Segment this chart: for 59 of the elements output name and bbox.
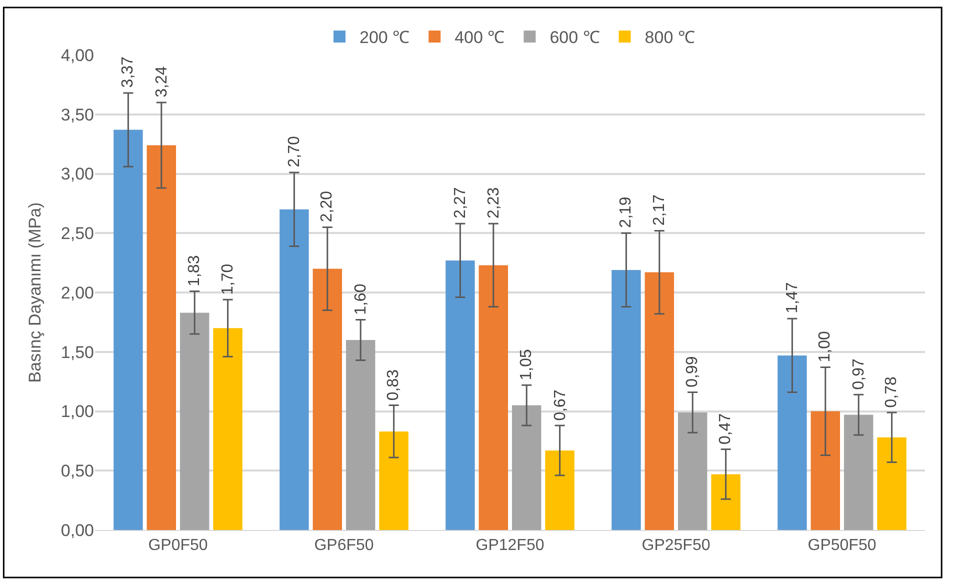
data-label: 0,99: [684, 356, 701, 388]
data-label: 3,24: [153, 66, 170, 98]
y-axis-title: Basınç Dayanımı (MPa): [25, 202, 44, 383]
bar: [877, 437, 906, 530]
bar: [678, 412, 708, 530]
bar: [346, 340, 376, 530]
y-tick-label: 1,00: [60, 402, 94, 422]
y-tick-label: 3,00: [60, 164, 94, 184]
data-label: 1,60: [352, 284, 370, 315]
bar: [612, 270, 641, 530]
bar: [711, 474, 740, 530]
bar: [810, 411, 840, 530]
y-tick-label: 2,50: [60, 224, 94, 244]
bar: [478, 265, 508, 530]
data-label: 1,47: [784, 282, 802, 314]
legend-label: 400 ℃: [454, 28, 505, 48]
x-tick-label: GP0F50: [148, 537, 208, 554]
bar: [312, 268, 342, 530]
bar: [379, 431, 408, 530]
data-label: 2,17: [651, 194, 668, 226]
y-tick-label: 0,50: [60, 462, 94, 481]
data-label: 1,83: [186, 255, 203, 286]
y-tick-label: 0,00: [60, 520, 94, 540]
bar: [280, 209, 309, 530]
x-tick-label: GP6F50: [314, 537, 374, 554]
bar: [114, 130, 143, 530]
data-label: 0,97: [850, 358, 868, 390]
data-label: 0,47: [717, 413, 734, 445]
data-label: 1,00: [816, 330, 834, 362]
x-tick-label: GP25F50: [642, 537, 710, 554]
bar: [778, 355, 807, 530]
y-tick-label: 2,00: [60, 283, 94, 302]
bar: [213, 328, 242, 530]
bar: [446, 260, 475, 530]
legend-label: 600 ℃: [550, 28, 600, 48]
bar: [545, 450, 574, 530]
data-label: 1,70: [220, 264, 237, 295]
y-tick-label: 3,50: [60, 105, 94, 124]
bar: [146, 145, 176, 530]
x-tick-label: GP12F50: [476, 537, 544, 554]
data-label: 3,37: [120, 56, 137, 88]
data-label: 2,23: [485, 187, 502, 219]
y-tick-label: 4,00: [60, 46, 94, 65]
data-label: 1,05: [518, 348, 535, 380]
data-label: 2,70: [286, 136, 304, 168]
data-label: 2,20: [318, 190, 336, 222]
data-label: 0,83: [384, 369, 402, 401]
data-label: 0,67: [552, 390, 569, 421]
data-label: 0,78: [882, 376, 900, 408]
x-tick-label: GP50F50: [808, 537, 876, 554]
y-tick-label: 1,50: [60, 342, 94, 362]
legend-label: 200 ℃: [360, 28, 410, 48]
data-label: 2,27: [452, 187, 470, 218]
bar: [180, 312, 210, 530]
bar: [512, 405, 542, 530]
data-label: 2,19: [618, 196, 635, 228]
legend-label: 800 ℃: [644, 28, 695, 48]
bar: [844, 414, 874, 530]
bar: [644, 272, 674, 530]
